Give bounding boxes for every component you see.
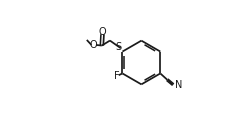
Text: O: O [99,27,106,37]
Text: N: N [175,80,183,90]
Text: F: F [114,71,119,81]
Text: S: S [116,42,122,52]
Text: O: O [90,40,98,50]
